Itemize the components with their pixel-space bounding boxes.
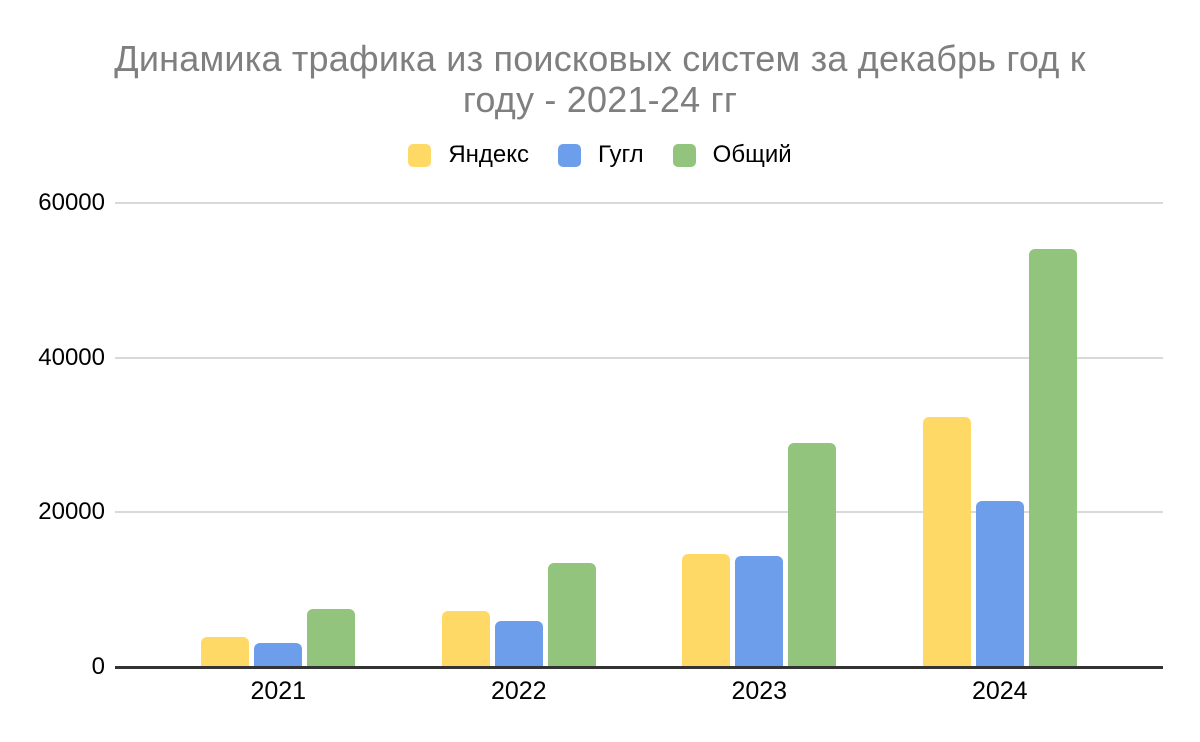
x-axis-label-2023: 2023 [731,677,788,705]
bar-yandex-2021 [201,637,249,667]
bar-yandex-2024 [923,417,971,667]
x-axis-baseline [115,666,1163,669]
legend-swatch-total [672,143,696,167]
legend-item-google: Гугл [558,141,644,169]
legend-swatch-yandex [408,143,432,167]
bar-google-2022 [495,621,543,667]
legend-item-total: Общий [672,141,792,169]
x-axis-label-2022: 2022 [490,677,547,705]
legend-item-yandex: Яндекс [408,141,529,169]
y-tick-label-60000: 60000 [38,189,105,216]
bar-google-2023 [735,556,783,667]
bar-yandex-2023 [682,554,730,667]
chart-title-line-1: Динамика трафика из поисковых систем за … [114,38,1086,79]
x-axis-label-2021: 2021 [250,677,307,705]
gridline-20000 [115,511,1163,514]
legend-label-total: Общий [712,141,792,168]
legend-swatch-google [558,143,582,167]
y-tick-label-0: 0 [91,653,105,680]
bar-google-2021 [254,643,302,667]
bar-yandex-2022 [442,611,490,667]
chart-legend: Яндекс Гугл Общий [0,141,1200,169]
bar-google-2024 [976,501,1024,667]
chart-title: Динамика трафика из поисковых систем за … [0,38,1200,120]
bar-total-2024 [1029,249,1077,667]
gridline-40000 [115,356,1163,359]
bar-total-2023 [788,443,836,667]
y-tick-label-20000: 20000 [38,498,105,526]
gridline-60000 [115,202,1163,204]
legend-label-google: Гугл [598,141,644,168]
chart-title-line-2: году - 2021-24 гг [462,79,738,120]
legend-label-yandex: Яндекс [448,141,530,168]
bar-total-2021 [307,609,355,667]
x-axis-label-2024: 2024 [971,677,1028,705]
y-tick-label-40000: 40000 [38,343,105,371]
bar-total-2022 [548,563,596,667]
